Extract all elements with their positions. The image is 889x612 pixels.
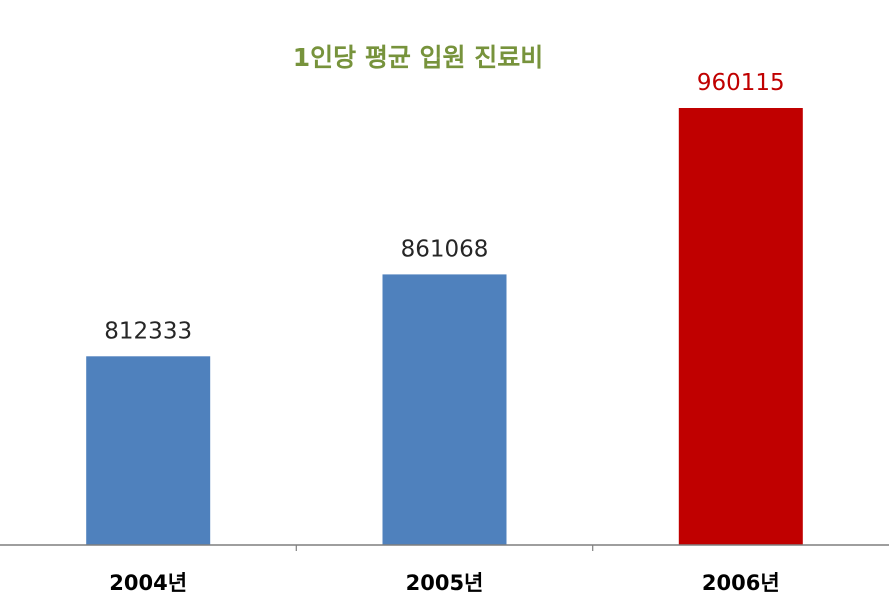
data-labels-group: 812333 861068 960115 (104, 70, 784, 344)
bar-2 (678, 108, 803, 545)
bars-group (86, 108, 803, 545)
x-tick-label-0: 2004년 (109, 571, 187, 595)
bar-0 (86, 356, 211, 545)
bar-1 (382, 274, 507, 545)
x-axis-ticks (295, 545, 594, 551)
chart-title: 1인당 평균 입원 진료비 (293, 43, 544, 72)
data-label-1: 861068 (401, 236, 489, 262)
x-tick-label-1: 2005년 (406, 571, 484, 595)
data-label-0: 812333 (104, 318, 192, 344)
x-tick-label-2: 2006년 (702, 571, 780, 595)
data-label-2: 960115 (697, 70, 785, 96)
x-axis-tick-labels: 2004년 2005년 2006년 (109, 571, 779, 595)
